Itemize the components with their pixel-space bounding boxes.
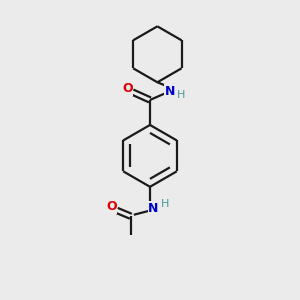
Text: O: O: [106, 200, 117, 213]
Text: N: N: [148, 202, 159, 214]
Text: N: N: [164, 85, 175, 98]
Text: H: H: [161, 199, 170, 209]
Text: O: O: [122, 82, 133, 95]
Text: H: H: [177, 90, 186, 100]
